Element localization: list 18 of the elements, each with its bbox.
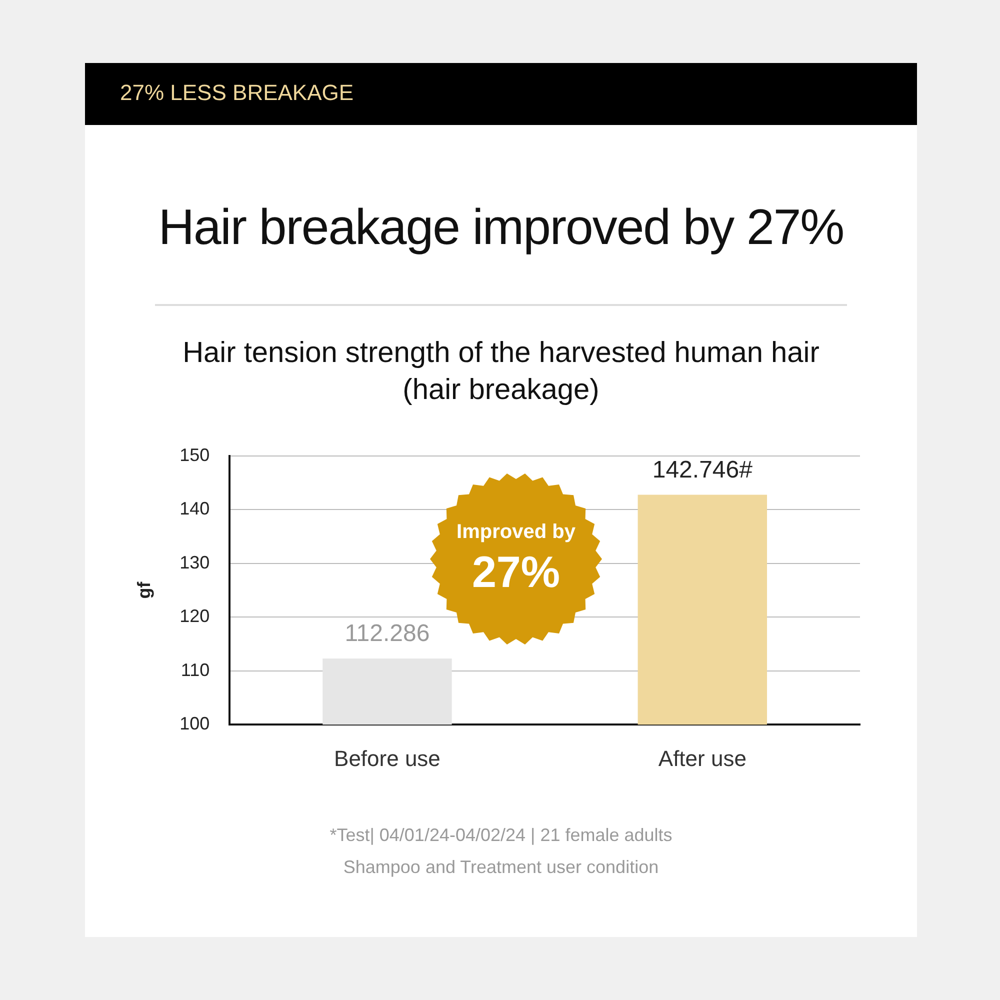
annotation: Improved by bbox=[456, 521, 576, 544]
chart-title: Hair breakage improved by 27% bbox=[157, 198, 845, 256]
x-tick-label: Before use bbox=[334, 746, 440, 771]
x-tick-label: After use bbox=[658, 746, 746, 771]
data-label: 112.286 bbox=[344, 620, 430, 648]
data-label: 142.746# bbox=[652, 456, 754, 484]
y-tick-label: 100 bbox=[180, 714, 210, 734]
y-axis-title: gf bbox=[134, 580, 154, 599]
text: Shampoo and Treatment user condition bbox=[342, 857, 660, 878]
text: 27% LESS BREAKAGE bbox=[120, 80, 354, 106]
annotation: 27% bbox=[470, 548, 562, 598]
text: *Test| 04/01/24-04/02/24 | 21 female adults bbox=[328, 825, 674, 846]
y-tick-label: 150 bbox=[180, 444, 210, 465]
y-tick-label: 130 bbox=[180, 552, 210, 572]
y-tick-label: 140 bbox=[180, 498, 210, 519]
y-tick-label: 110 bbox=[180, 660, 210, 680]
y-tick-label: 120 bbox=[180, 606, 210, 626]
chart-subtitle: Hair tension strength of the harvested human hair (hair breakage) bbox=[182, 336, 820, 408]
